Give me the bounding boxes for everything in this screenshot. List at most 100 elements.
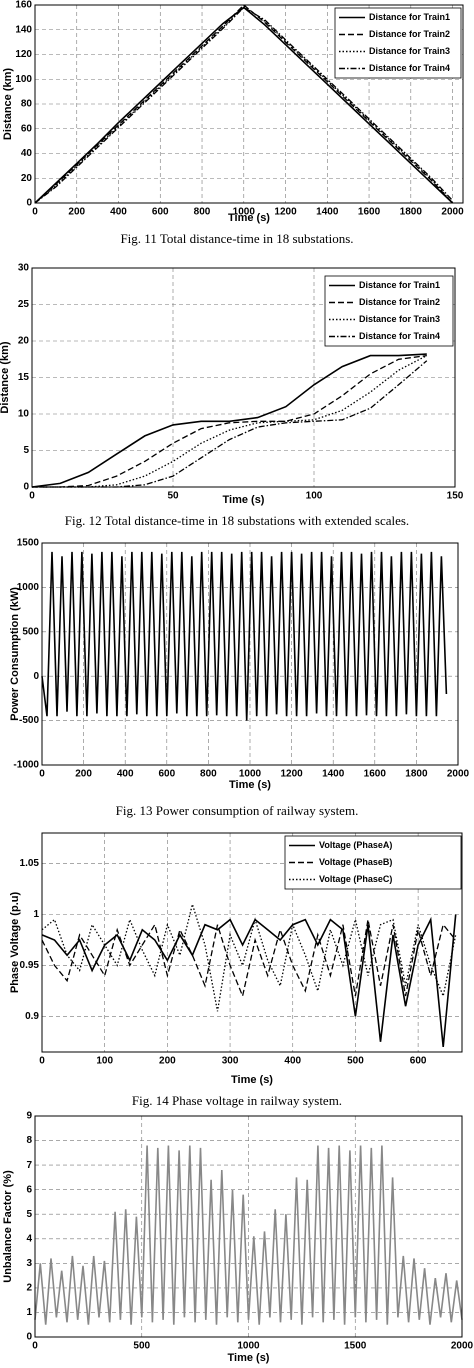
y-tick-label: 120: [15, 49, 32, 60]
series-line: [34, 6, 454, 204]
x-tick-label: 0: [29, 491, 35, 502]
y-tick-label: 3: [26, 1258, 32, 1269]
x-tick-label: 1500: [344, 1341, 367, 1352]
y-tick-label: 20: [21, 173, 33, 184]
series-line: [41, 551, 448, 721]
series-line: [32, 355, 428, 488]
caption: Fig. 12 Total distance-time in 18 substa…: [65, 513, 409, 528]
legend-label: Voltage (PhaseA): [319, 840, 392, 850]
y-tick-label: 0: [26, 198, 32, 209]
y-tick-label: 1: [26, 1307, 32, 1318]
y-tick-label: 0.95: [20, 960, 40, 971]
y-tick-label: 15: [18, 372, 30, 383]
x-tick-label: 2000: [441, 207, 464, 218]
series-line: [34, 5, 454, 204]
y-tick-label: 10: [18, 409, 30, 420]
x-tick-label: 1800: [405, 769, 428, 780]
series-line: [34, 6, 454, 204]
y-tick-label: 5: [23, 445, 29, 456]
x-tick-label: 1000: [239, 769, 262, 780]
plot-frame: [41, 542, 459, 766]
x-tick-label: 500: [347, 1056, 364, 1067]
y-tick-label: -500: [19, 715, 39, 726]
series-line: [34, 4, 454, 204]
caption: Fig. 11 Total distance-time in 18 substa…: [120, 231, 353, 246]
legend-label: Distance for Train2: [369, 29, 450, 39]
x-tick-label: 2000: [451, 1341, 474, 1352]
y-tick-label: 5: [26, 1209, 32, 1220]
x-tick-label: 1400: [322, 769, 345, 780]
y-tick-label: 0: [26, 1332, 32, 1343]
x-tick-label: 1600: [358, 207, 381, 218]
x-axis-label: Time (s): [229, 779, 271, 791]
y-tick-label: 2: [26, 1283, 32, 1294]
x-tick-label: 1000: [233, 207, 256, 218]
y-tick-label: 20: [18, 336, 30, 347]
legend-label: Distance for Train1: [359, 280, 440, 290]
y-tick-label: 0: [23, 482, 29, 493]
x-axis-label: Time (s): [231, 1074, 273, 1086]
x-tick-label: 1200: [274, 207, 297, 218]
caption: Fig. 14 Phase voltage in railway system.: [132, 1093, 342, 1108]
series-line: [32, 354, 427, 488]
x-tick-label: 300: [222, 1056, 239, 1067]
y-tick-label: -1000: [13, 760, 39, 771]
legend-label: Distance for Train1: [369, 12, 450, 22]
x-tick-label: 800: [194, 207, 211, 218]
y-axis-label: Power Consumption (kW): [9, 587, 21, 721]
y-tick-label: 100: [15, 74, 32, 85]
x-tick-label: 500: [133, 1341, 150, 1352]
x-tick-label: 200: [75, 769, 92, 780]
legend-label: Distance for Train4: [359, 331, 440, 341]
x-tick-label: 800: [200, 769, 217, 780]
y-tick-label: 1.05: [20, 858, 40, 869]
x-tick-label: 400: [284, 1056, 301, 1067]
legend-label: Distance for Train3: [359, 314, 440, 324]
y-tick-label: 6: [26, 1184, 32, 1195]
y-tick-label: 8: [26, 1135, 32, 1146]
plot-frame: [41, 832, 463, 1053]
series-line: [41, 901, 457, 1012]
legend-label: Voltage (PhaseB): [319, 857, 392, 867]
y-tick-label: 0.9: [25, 1011, 39, 1022]
x-axis-label: Time (s): [223, 494, 265, 506]
y-tick-label: 4: [26, 1233, 32, 1244]
y-axis-label: Distance (km): [2, 68, 14, 140]
x-tick-label: 1000: [237, 1341, 260, 1352]
x-tick-label: 0: [32, 1341, 38, 1352]
y-axis-label: Phase Voltage (p.u): [9, 892, 21, 994]
x-tick-label: 0: [32, 207, 38, 218]
y-tick-label: 1: [33, 909, 39, 920]
y-tick-label: 140: [15, 24, 32, 35]
x-tick-label: 400: [110, 207, 127, 218]
x-tick-label: 1200: [280, 769, 303, 780]
y-tick-label: 25: [18, 299, 30, 310]
series-line: [41, 919, 457, 999]
legend-label: Distance for Train2: [359, 297, 440, 307]
x-tick-label: 0: [39, 769, 45, 780]
x-tick-label: 600: [410, 1056, 427, 1067]
y-tick-label: 0: [33, 671, 39, 682]
series-line: [31, 353, 427, 488]
y-tick-label: 60: [21, 123, 33, 134]
x-tick-label: 1600: [364, 769, 387, 780]
x-tick-label: 200: [68, 207, 85, 218]
x-axis-label: Time (s): [228, 1352, 270, 1364]
x-tick-label: 200: [159, 1056, 176, 1067]
x-tick-label: 600: [158, 769, 175, 780]
legend-box: [334, 7, 462, 79]
y-tick-label: 9: [26, 1111, 32, 1122]
y-tick-label: 40: [21, 148, 33, 159]
x-tick-label: 1800: [400, 207, 423, 218]
series-line: [34, 1145, 463, 1325]
y-tick-label: 500: [22, 626, 39, 637]
y-tick-label: 1000: [17, 582, 40, 593]
x-tick-label: 50: [167, 491, 179, 502]
legend-label: Distance for Train3: [369, 46, 450, 56]
x-tick-label: 100: [306, 491, 323, 502]
legend-label: Distance for Train4: [369, 63, 450, 73]
legend-label: Voltage (PhaseC): [319, 874, 392, 884]
y-axis-label: Unbalance Factor (%): [2, 1170, 14, 1283]
x-tick-label: 600: [152, 207, 169, 218]
